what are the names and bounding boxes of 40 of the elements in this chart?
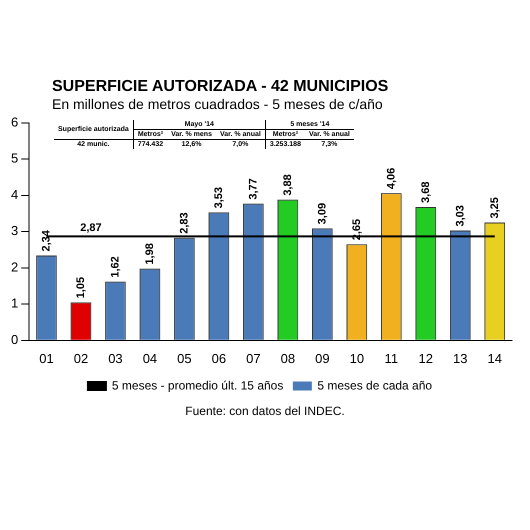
data-label: 3,25 (488, 197, 501, 219)
data-label: 3,53 (212, 186, 225, 208)
legend-label: 5 meses de cada año (317, 378, 432, 392)
data-label: 1,62 (109, 256, 122, 278)
x-tick-label: 09 (315, 350, 330, 366)
x-tick-label: 04 (142, 350, 158, 366)
x-tick-label: 05 (177, 350, 192, 366)
source-note: Fuente: con datos del INDEC. (184, 404, 346, 418)
y-tick-label: 3 (10, 223, 18, 238)
x-tick-label: 11 (384, 350, 398, 366)
y-tick-label: 6 (10, 114, 18, 130)
x-tick-label: 14 (488, 350, 502, 366)
x-tick-label: 10 (350, 350, 364, 366)
y-tick-label: 2 (10, 259, 18, 274)
x-tick-label: 03 (108, 350, 123, 366)
x-tick-label: 13 (453, 350, 468, 366)
x-tick-label: 02 (74, 350, 88, 366)
data-label: 4,06 (385, 168, 398, 190)
x-tick-label: 08 (280, 350, 296, 366)
chart-title: SUPERFICIE AUTORIZADA - 42 MUNICIPIOS (52, 78, 390, 96)
y-tick-label: 5 (10, 150, 18, 166)
data-label: 1,98 (144, 243, 156, 265)
legend-label: 5 meses - promedio últ. 15 años (112, 378, 284, 392)
data-label: 3,09 (316, 202, 328, 224)
x-tick-label: 06 (212, 350, 226, 366)
y-tick-label: 4 (10, 186, 18, 202)
data-label: 2,83 (178, 212, 190, 234)
data-label: 1,05 (74, 276, 87, 298)
x-tick-label: 12 (418, 350, 434, 366)
data-label: 2,34 (40, 229, 53, 252)
data-label: 3,68 (420, 182, 432, 203)
x-tick-label: 07 (246, 350, 261, 366)
data-label: 2,87 (80, 222, 102, 234)
data-label: 3,03 (454, 205, 466, 227)
data-label: 3,88 (282, 174, 294, 196)
x-tick-label: 01 (39, 350, 54, 366)
data-label: 3,77 (247, 178, 260, 200)
chart-subtitle: En millones de metros cuadrados - 5 meses de c/año (52, 96, 384, 112)
y-tick-label: 0 (10, 332, 18, 347)
y-tick-label: 1 (10, 296, 18, 311)
